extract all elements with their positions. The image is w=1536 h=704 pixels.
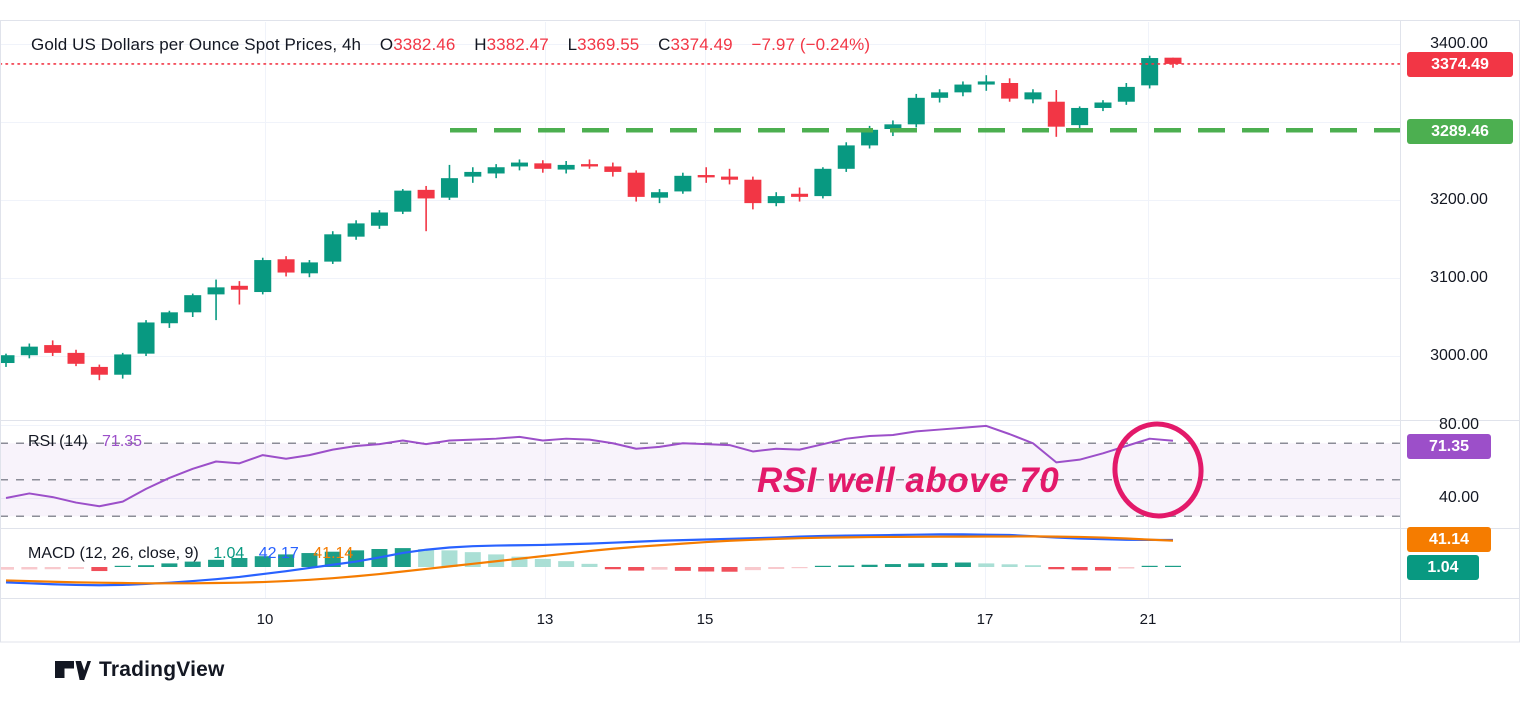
price-axis-label: 3200.00 [1430, 191, 1488, 208]
open-label: O [379, 35, 394, 54]
rsi-band [0, 443, 1400, 517]
candlestick [230, 281, 248, 305]
candlestick [44, 340, 62, 356]
candlestick [1024, 89, 1042, 104]
rsi-line [5, 424, 1174, 508]
candlestick [651, 189, 669, 204]
macd-hist-badge: 1.04 [1407, 555, 1479, 580]
candlestick [510, 159, 528, 171]
candlestick [137, 320, 155, 356]
candlestick [697, 167, 715, 183]
candlestick [0, 353, 15, 367]
candlestick [977, 75, 995, 91]
support-level-badge: 3289.46 [1407, 119, 1513, 144]
candlestick [767, 192, 785, 207]
candlestick [627, 170, 645, 202]
gridlines [0, 22, 1400, 598]
candlestick [487, 164, 505, 179]
macd-signal-badge: 41.14 [1407, 527, 1491, 552]
price-axis-label: 3400.00 [1430, 35, 1488, 52]
candlestick [1117, 83, 1135, 105]
low-value: 3369.55 [577, 35, 640, 54]
rsi-axis-label: 80.00 [1438, 416, 1480, 433]
macd-line [5, 533, 1174, 587]
candlestick [207, 279, 225, 321]
candlestick [184, 293, 202, 317]
rsi-value: 71.35 [102, 433, 143, 450]
candlestick [721, 168, 739, 185]
candlestick [534, 160, 552, 173]
candlestick [907, 93, 925, 128]
last-price-badge: 3374.49 [1407, 52, 1513, 77]
macd-pane-legend: MACD (12, 26, close, 9) 1.04 42.17 41.14 [28, 545, 353, 563]
annotation-circle [1112, 421, 1204, 519]
candlestick [581, 159, 598, 169]
price-axis-label: 3100.00 [1430, 269, 1488, 286]
candlestick [744, 176, 762, 210]
close-value: 3374.49 [670, 35, 733, 54]
candlestick [370, 210, 388, 229]
macd-line-value: 42.17 [258, 545, 299, 562]
candlestick [277, 256, 295, 277]
open-value: 3382.46 [393, 35, 456, 54]
candlestick [557, 161, 575, 174]
macd-histogram [0, 548, 1181, 572]
candlestick [604, 162, 622, 177]
candlestick [300, 260, 318, 278]
candlestick [954, 81, 972, 97]
candlestick [1164, 57, 1182, 68]
candlestick [160, 310, 178, 328]
macd-signal-value: 41.14 [313, 545, 354, 562]
candlestick [1094, 100, 1112, 112]
candlestick [464, 167, 482, 183]
candlestick [837, 142, 855, 172]
tradingview-logo[interactable]: TradingView [54, 658, 225, 682]
candlestick [394, 189, 412, 215]
rsi-value-badge: 71.35 [1407, 434, 1491, 459]
chart-title-bar: Gold US Dollars per Ounce Spot Prices, 4… [31, 35, 870, 55]
candlestick [20, 343, 38, 359]
time-axis-label: 13 [536, 611, 554, 628]
high-label: H [474, 35, 487, 54]
candlestick [347, 220, 365, 240]
rsi-pane-legend: RSI (14) 71.35 [28, 433, 142, 451]
time-axis-label: 17 [976, 611, 994, 628]
pane-borders [0, 20, 1520, 643]
rsi-axis-label: 40.00 [1438, 489, 1480, 506]
candlestick [114, 352, 132, 379]
candlestick [791, 187, 809, 202]
high-value: 3382.47 [486, 35, 549, 54]
macd-indicator-label: MACD (12, 26, close, 9) [28, 545, 199, 562]
candlestick [440, 164, 458, 200]
candlestick [1047, 90, 1065, 137]
candles-series [0, 55, 1182, 381]
candlestick [1141, 55, 1159, 89]
candlestick [324, 231, 342, 264]
annotation-text: RSI well above 70 [757, 461, 1060, 500]
macd-hist-value: 1.04 [213, 545, 245, 562]
macd-signal-line [5, 535, 1174, 585]
candlestick [1071, 106, 1089, 129]
candlestick [1001, 78, 1019, 102]
price-axis-label: 3000.00 [1430, 347, 1488, 364]
change-value: −7.97 (−0.24%) [751, 35, 871, 54]
candlestick [814, 167, 832, 199]
candlestick [931, 89, 949, 103]
time-axis-label: 21 [1139, 611, 1157, 628]
candlestick [254, 257, 272, 295]
symbol-title: Gold US Dollars per Ounce Spot Prices, 4… [31, 35, 362, 54]
close-label: C [658, 35, 671, 54]
candlestick [417, 185, 435, 232]
low-label: L [567, 35, 578, 54]
rsi-indicator-label: RSI (14) [28, 433, 88, 450]
candlestick [90, 364, 108, 381]
tradingview-logo-text: TradingView [99, 658, 225, 681]
tradingview-logo-icon [55, 660, 91, 680]
candlestick [67, 349, 85, 367]
time-axis-label: 15 [696, 611, 714, 628]
time-axis-label: 10 [256, 611, 274, 628]
candlestick [674, 172, 692, 194]
